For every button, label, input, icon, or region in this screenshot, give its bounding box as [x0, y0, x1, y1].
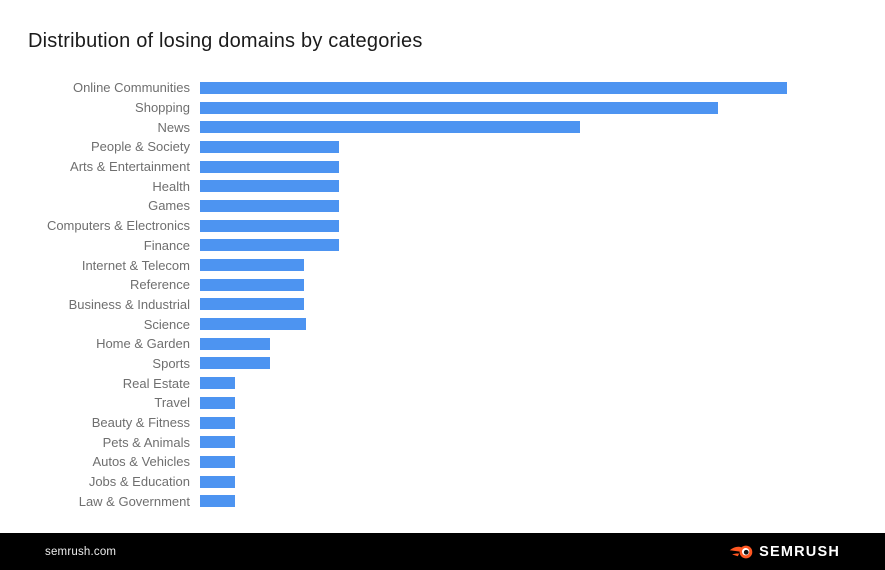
- category-label: Law & Government: [78, 493, 190, 509]
- category-label: Home & Garden: [96, 336, 190, 352]
- semrush-logo: SEMRUSH: [729, 543, 840, 561]
- bar: [200, 298, 304, 311]
- bar: [200, 140, 340, 153]
- bar: [200, 357, 270, 370]
- bar: [200, 259, 304, 272]
- chart-row: Computers & Electronics: [0, 216, 885, 236]
- category-label: Internet & Telecom: [81, 257, 190, 273]
- category-label: Finance: [143, 237, 190, 253]
- bar: [200, 180, 340, 193]
- bar: [200, 396, 236, 409]
- category-label: Pets & Animals: [102, 434, 190, 450]
- chart-row: Online Communities: [0, 78, 885, 98]
- bar: [200, 219, 340, 232]
- bar: [200, 455, 236, 468]
- chart-title: Distribution of losing domains by catego…: [28, 30, 423, 52]
- bar: [200, 416, 236, 429]
- bar: [200, 318, 307, 331]
- chart-row: Science: [0, 314, 885, 334]
- chart-row: Pets & Animals: [0, 432, 885, 452]
- chart-row: Finance: [0, 236, 885, 256]
- category-label: Online Communities: [72, 80, 190, 96]
- category-label: Jobs & Education: [88, 474, 190, 490]
- category-label: Autos & Vehicles: [92, 454, 190, 470]
- category-label: Business & Industrial: [68, 296, 190, 312]
- chart-row: Travel: [0, 393, 885, 413]
- category-label: Reference: [130, 277, 190, 293]
- bar: [200, 199, 340, 212]
- bar: [200, 278, 304, 291]
- chart-row: News: [0, 117, 885, 137]
- bar: [200, 495, 236, 508]
- chart-row: Arts & Entertainment: [0, 157, 885, 177]
- brand-name: SEMRUSH: [759, 543, 840, 560]
- bar: [200, 436, 236, 449]
- category-label: Beauty & Fitness: [91, 415, 190, 431]
- category-label: People & Society: [90, 139, 190, 155]
- bar: [200, 81, 787, 94]
- chart-row: Games: [0, 196, 885, 216]
- category-label: News: [157, 119, 190, 135]
- chart-row: Health: [0, 176, 885, 196]
- chart-row: Internet & Telecom: [0, 255, 885, 275]
- chart-row: Home & Garden: [0, 334, 885, 354]
- bar: [200, 239, 340, 252]
- category-label: Real Estate: [122, 375, 190, 391]
- chart-row: Reference: [0, 275, 885, 295]
- category-label: Computers & Electronics: [46, 218, 190, 234]
- chart-row: Autos & Vehicles: [0, 452, 885, 472]
- chart-row: Jobs & Education: [0, 472, 885, 492]
- bar: [200, 101, 718, 114]
- category-label: Arts & Entertainment: [70, 159, 190, 175]
- bar: [200, 475, 236, 488]
- bar: [200, 160, 340, 173]
- semrush-flame-icon: [729, 545, 753, 558]
- bar: [200, 121, 580, 134]
- chart-row: Beauty & Fitness: [0, 413, 885, 433]
- category-label: Health: [152, 178, 190, 194]
- category-label: Sports: [152, 355, 190, 371]
- category-label: Games: [148, 198, 190, 214]
- footer-url: semrush.com: [45, 545, 117, 558]
- losing-domains-bar-chart: Online Communities Shopping News People & S…: [0, 78, 885, 511]
- chart-row: Business & Industrial: [0, 295, 885, 315]
- footer-bar: semrush.com SEMRUSH: [0, 533, 885, 570]
- chart-row: Law & Government: [0, 491, 885, 511]
- bar: [200, 337, 270, 350]
- category-label: Shopping: [135, 100, 190, 116]
- chart-row: Shopping: [0, 98, 885, 118]
- chart-row: Sports: [0, 354, 885, 374]
- category-label: Travel: [154, 395, 190, 411]
- chart-row: People & Society: [0, 137, 885, 157]
- chart-row: Real Estate: [0, 373, 885, 393]
- bar: [200, 377, 236, 390]
- category-label: Science: [143, 316, 190, 332]
